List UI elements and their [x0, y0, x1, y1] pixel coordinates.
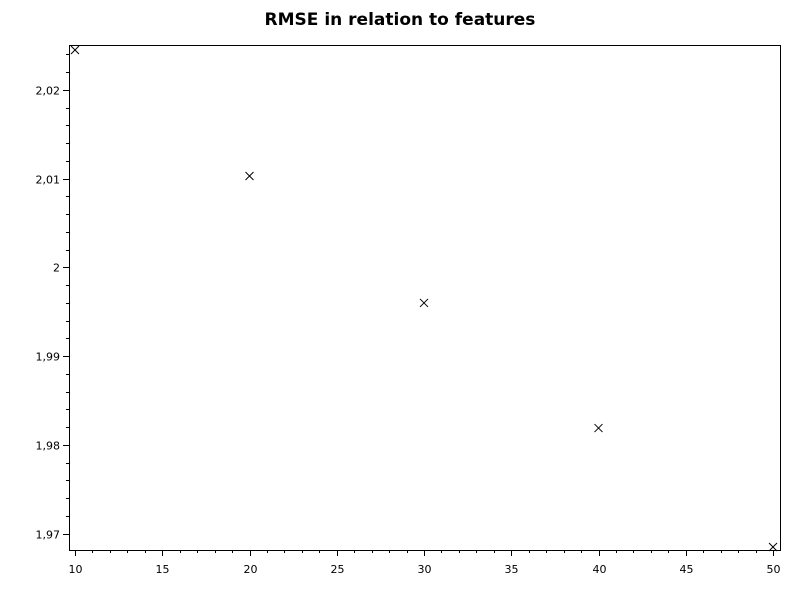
plot-area [69, 45, 781, 551]
x-tick-label: 30 [418, 563, 432, 576]
x-tick-label: 50 [767, 563, 781, 576]
x-tick-label: 35 [505, 563, 519, 576]
data-point [768, 542, 778, 552]
chart-title: RMSE in relation to features [264, 10, 536, 30]
data-point [245, 171, 254, 181]
y-tick-label: 2,01 [36, 174, 61, 187]
x-tick-label: 15 [156, 563, 170, 576]
data-markers [70, 45, 778, 552]
data-point [419, 298, 429, 308]
y-axis: 1,97 1,98 1,99 2 2,01 2,02 [36, 54, 69, 542]
y-tick-label: 1,99 [36, 351, 61, 364]
y-tick-label: 1,97 [36, 529, 61, 542]
data-point [594, 423, 603, 433]
x-tick-label: 45 [680, 563, 694, 576]
x-tick-label: 20 [244, 563, 258, 576]
y-tick-label: 1,98 [36, 440, 61, 453]
x-tick-label: 25 [331, 563, 345, 576]
x-tick-label: 40 [593, 563, 607, 576]
x-tick-label: 10 [69, 563, 83, 576]
x-axis: 10 15 20 25 30 35 40 45 50 [69, 550, 781, 576]
y-tick-label: 2,02 [36, 85, 61, 98]
data-point [70, 45, 80, 55]
y-tick-label: 2 [53, 262, 60, 275]
